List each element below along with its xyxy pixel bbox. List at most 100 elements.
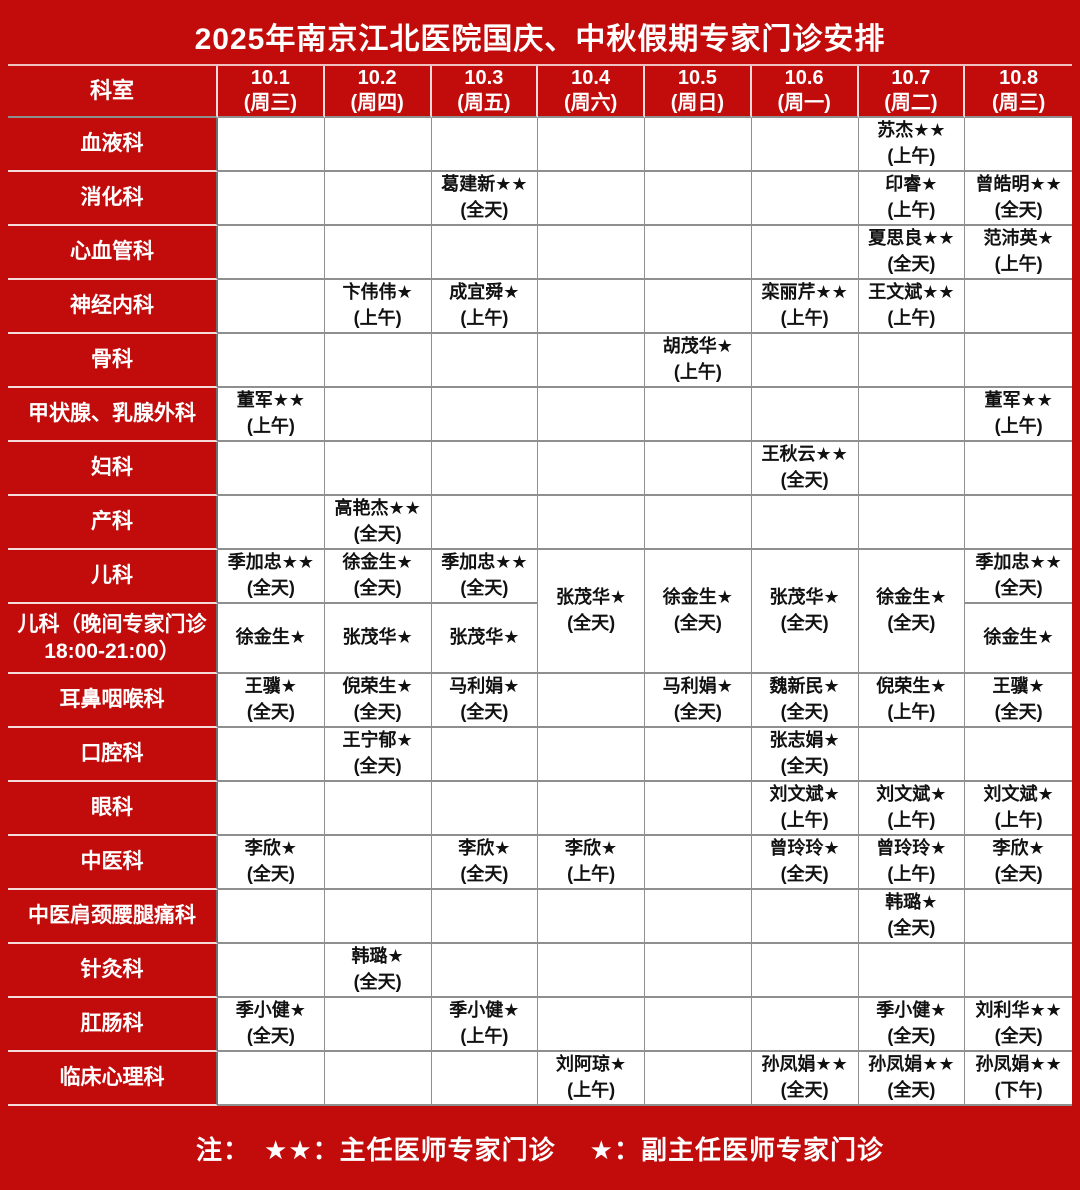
schedule-cell: 王秋云★★ (全天) — [751, 442, 859, 496]
schedule-cell: 徐金生★ — [965, 604, 1072, 674]
session-time: (上午) — [887, 702, 936, 722]
page-title: 2025年南京江北医院国庆、中秋假期专家门诊安排 — [8, 8, 1072, 66]
session-time: (全天) — [780, 1080, 829, 1100]
schedule-cell — [324, 782, 432, 836]
schedule-cell — [218, 442, 325, 496]
session-time: (全天) — [994, 702, 1043, 722]
table-row: 口腔科 王宁郁★ (全天) 张志娟★ (全天) — [8, 728, 1072, 782]
date-label: 10.7 — [891, 67, 931, 89]
schedule-cell — [965, 334, 1072, 388]
session-time: (上午) — [780, 810, 829, 830]
doctor-name: 曾玲玲★ — [769, 838, 840, 859]
schedule-cell — [965, 442, 1072, 496]
schedule-table: 科室 10.1 (周三) 10.2 (周四) 10.3 (周五) 10.4 (周六) 10.5 (周… — [8, 66, 1072, 1106]
schedule-cell — [751, 496, 859, 550]
schedule-cell: 韩璐★ (全天) — [858, 890, 966, 944]
schedule-cell: 曾皓明★★ (全天) — [965, 172, 1072, 226]
doctor-name: 刘阿琼★ — [556, 1054, 627, 1075]
schedule-cell: 葛建新★★ (全天) — [431, 172, 539, 226]
dept-cell: 临床心理科 — [8, 1052, 218, 1106]
schedule-cell — [324, 172, 432, 226]
doctor-name: 徐金生★ — [235, 627, 306, 648]
doctor-name: 王骥★ — [244, 676, 297, 697]
doctor-name: 王秋云★★ — [761, 444, 848, 465]
schedule-cell — [538, 782, 645, 836]
column-header-date: 10.5 (周日) — [645, 66, 752, 118]
schedule-cell: 韩璐★ (全天) — [324, 944, 432, 998]
schedule-cell: 季加忠★★ (全天) — [965, 550, 1072, 604]
date-label: 10.4 — [571, 67, 611, 89]
schedule-cell — [965, 944, 1072, 998]
session-time: (全天) — [353, 972, 402, 992]
schedule-cell: 季加忠★★ (全天) — [431, 550, 539, 604]
table-row: 针灸科 韩璐★ (全天) — [8, 944, 1072, 998]
doctor-name: 刘文斌★ — [876, 784, 947, 805]
column-header-dept: 科室 — [8, 66, 218, 118]
schedule-cell: 曾玲玲★ (全天) — [751, 836, 859, 890]
dept-cell: 产科 — [8, 496, 218, 550]
schedule-cell: 张志娟★ (全天) — [751, 728, 859, 782]
schedule-cell — [645, 1052, 752, 1106]
schedule-cell — [324, 226, 432, 280]
doctor-name: 王骥★ — [992, 676, 1045, 697]
session-time: (全天) — [460, 864, 509, 884]
session-time: (全天) — [460, 200, 509, 220]
doctor-name: 董军★★ — [236, 390, 306, 411]
session-time: (上午) — [887, 864, 936, 884]
dept-cell: 口腔科 — [8, 728, 218, 782]
schedule-cell — [431, 442, 539, 496]
date-label: 10.6 — [784, 67, 824, 89]
schedule-cell — [538, 496, 645, 550]
schedule-cell — [431, 496, 539, 550]
schedule-cell: 王宁郁★ (全天) — [324, 728, 432, 782]
column-header-date: 10.3 (周五) — [431, 66, 539, 118]
doctor-name: 刘文斌★ — [983, 784, 1054, 805]
table-row: 妇科 王秋云★★ (全天) — [8, 442, 1072, 496]
schedule-cell — [218, 1052, 325, 1106]
session-time: (全天) — [780, 702, 829, 722]
schedule-cell: 王骥★ (全天) — [965, 674, 1072, 728]
doctor-name: 张志娟★ — [769, 730, 840, 751]
schedule-cell: 孙凤娟★★ (全天) — [751, 1052, 859, 1106]
table-row: 中医科 李欣★ (全天) 李欣★ (全天) 李欣★ (上午) 曾玲玲★ (全天) 曾玲玲★ (上午)… — [8, 836, 1072, 890]
table-row: 甲状腺、乳腺外科 董军★★ (上午) 董军★★ (上午) — [8, 388, 1072, 442]
dept-cell: 耳鼻咽喉科 — [8, 674, 218, 728]
schedule-cell — [858, 442, 966, 496]
schedule-cell: 胡茂华★ (上午) — [645, 334, 752, 388]
table-row: 消化科 葛建新★★ (全天) 印睿★ (上午) 曾皓明★★ (全天) — [8, 172, 1072, 226]
dept-cell: 针灸科 — [8, 944, 218, 998]
session-time: (全天) — [353, 578, 402, 598]
doctor-name: 王宁郁★ — [342, 730, 413, 751]
session-time: (上午) — [887, 146, 936, 166]
session-time: (全天) — [246, 864, 295, 884]
legend-chief-physician: ★★：主任医师专家门诊 — [264, 1134, 556, 1165]
schedule-cell — [218, 890, 325, 944]
schedule-cell: 王骥★ (全天) — [218, 674, 325, 728]
schedule-cell: 夏思良★★ (全天) — [858, 226, 966, 280]
schedule-cell — [538, 442, 645, 496]
doctor-name: 夏思良★★ — [868, 228, 955, 249]
session-time: (全天) — [673, 613, 722, 633]
schedule-cell — [538, 890, 645, 944]
schedule-cell: 李欣★ (全天) — [218, 836, 325, 890]
weekday-label: (周五) — [457, 92, 511, 114]
schedule-cell — [218, 118, 325, 172]
schedule-cell — [751, 118, 859, 172]
dept-cell: 甲状腺、乳腺外科 — [8, 388, 218, 442]
schedule-cell: 魏新民★ (全天) — [751, 674, 859, 728]
schedule-cell — [538, 674, 645, 728]
schedule-cell: 曾玲玲★ (上午) — [858, 836, 966, 890]
session-time: (上午) — [887, 810, 936, 830]
schedule-cell — [324, 442, 432, 496]
column-header-date: 10.6 (周一) — [751, 66, 859, 118]
doctor-name: 曾皓明★★ — [975, 174, 1062, 195]
session-time: (上午) — [567, 864, 616, 884]
table-row: 中医肩颈腰腿痛科 韩璐★ (全天) — [8, 890, 1072, 944]
doctor-name: 王文斌★★ — [868, 282, 955, 303]
session-time: (全天) — [887, 1080, 936, 1100]
schedule-cell — [751, 226, 859, 280]
doctor-name: 倪荣生★ — [342, 676, 413, 697]
schedule-cell — [645, 728, 752, 782]
dept-cell: 中医肩颈腰腿痛科 — [8, 890, 218, 944]
schedule-cell — [751, 334, 859, 388]
